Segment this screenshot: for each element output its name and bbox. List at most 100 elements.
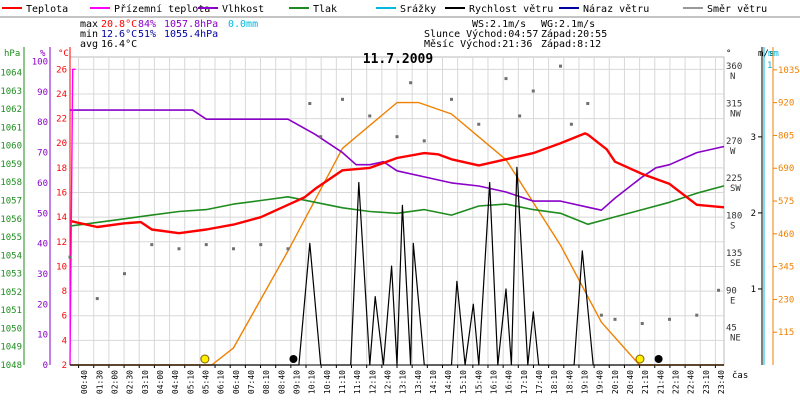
hpa-tick-label: 1055 [0,233,22,243]
wind-direction-mark [599,313,603,317]
stat-min-temp: 12.6°C [101,29,137,40]
stat-max-press: 1057.8hPa [164,19,218,30]
x-tick-label: 08:10 [262,370,271,394]
stat-ws: WS:2.1m/s [472,19,526,30]
pct-axis-label: % [40,49,46,59]
wind-direction-mark [341,97,344,101]
wind-direction-mark [368,114,372,118]
hpa-tick-label: 1057 [0,196,22,206]
sun-tick-label: 460 [778,230,794,240]
sun-tick-label: 230 [778,295,794,305]
wind-direction-mark [569,122,573,126]
stat-moon-set: Západ:8:12 [541,38,601,50]
wind-direction-mark [695,313,699,317]
celsius-tick-label: 12 [56,238,67,248]
pct-tick-label: 90 [37,88,48,98]
x-tick-label: 23:40 [717,370,726,394]
pct-tick-label: 70 [37,149,48,159]
sun-tick-label: 920 [778,99,794,109]
x-tick-label: 00:40 [80,370,89,394]
x-tick-label: 06:40 [232,370,241,394]
wind-direction-mark [409,81,413,85]
wind-direction-mark [319,135,323,139]
legend: Teplota Přízemní teplota Vlhkost Tlak Srážky… [0,3,800,18]
x-tick-label: 15:10 [459,370,468,394]
dir-tick-label: 225 [726,174,742,184]
wind-direction-mark [286,247,290,251]
ms-tick-label: 1 [751,285,756,295]
moonset-marker [289,355,298,363]
dir-tick-label: E [730,296,735,306]
hpa-tick-label: 1062 [0,105,22,115]
sun-tick-label: 690 [778,164,794,174]
x-tick-label: 14:40 [444,370,453,394]
hpa-tick-label: 1063 [0,87,22,97]
dir-tick-label: S [730,222,735,232]
celsius-tick-label: 18 [56,164,67,174]
dir-tick-label: 90 [726,286,737,296]
hpa-tick-label: 1064 [0,69,22,79]
wind-direction-mark [395,135,399,139]
sun-tick-label: 1035 [778,66,800,76]
stat-moon: Měsíc Východ:21:36 [424,38,532,50]
dir-tick-label: 270 [726,137,742,147]
hpa-tick-label: 1058 [0,178,22,188]
wind-direction-mark [531,89,535,93]
ground-temperature-line [69,68,76,366]
x-tick-label: 05:40 [201,370,210,394]
events-layer [200,354,663,364]
legend-label: Teplota [26,4,68,15]
wind-direction-mark [640,321,644,325]
wind-direction-mark [518,114,522,118]
x-tick-label: 01:30 [95,370,104,394]
x-tick-label: 16:10 [490,370,499,394]
hpa-tick-label: 1053 [0,270,22,280]
x-tick-label: 09:10 [292,370,301,394]
wind-direction-mark [177,247,181,251]
legend-label: Přízemní teplota [114,3,210,15]
stat-sun: Slunce Východ:04:57 [424,28,538,40]
x-tick-label: 17:10 [520,370,529,394]
ms-tick-label: 3 [751,133,756,143]
x-tick-label: 18:40 [565,370,574,394]
pct-tick-label: 30 [37,270,48,280]
wind-direction-mark [68,255,72,259]
x-tick-label: 10:40 [323,370,332,394]
stat-max-rain: 0.0mm [228,19,258,30]
wind-direction-mark [259,243,263,247]
x-tick-label: 22:40 [687,370,696,394]
hpa-tick-label: 1049 [0,343,22,353]
wind-direction-mark [613,317,617,321]
dir-tick-label: 315 [726,99,742,109]
wind-direction-mark [308,101,312,105]
wind-direction-mark [504,77,508,81]
chart-title: 11.7.2009 [363,52,433,67]
x-tick-label: 08:40 [277,370,286,394]
axes: 00:40 01:30 02:00 02:30 03:10 04:00 04:40 05:10… [0,47,800,394]
sun-tick-label: 575 [778,197,794,207]
hpa-tick-label: 1060 [0,142,22,152]
wind-speed-line [70,166,724,366]
legend-label: Srážky [400,3,436,15]
temperature-line [69,132,725,235]
x-tick-label: 02:30 [126,370,135,394]
x-tick-label: 19:10 [581,370,590,394]
celsius-tick-label: 20 [56,139,67,149]
legend-label: Rychlost větru [469,3,553,15]
celsius-tick-label: 24 [56,90,67,100]
stat-min-press: 1055.4hPa [164,29,218,40]
pct-tick-label: 20 [37,300,48,310]
x-tick-label: 17:40 [535,370,544,394]
stat-max-label: max [80,19,98,30]
series-layer [68,64,725,366]
pressure-line [69,185,725,227]
stat-min-hum: 51% [138,29,156,40]
dir-tick-label: 45 [726,324,737,334]
stat-max-temp: 20.8°C [101,19,137,30]
sun-tick-label: 805 [778,131,794,141]
pct-tick-label: 60 [37,179,48,189]
hpa-tick-label: 1061 [0,123,22,133]
x-tick-label: 13:40 [414,370,423,394]
x-tick-label: 21:40 [656,370,665,394]
